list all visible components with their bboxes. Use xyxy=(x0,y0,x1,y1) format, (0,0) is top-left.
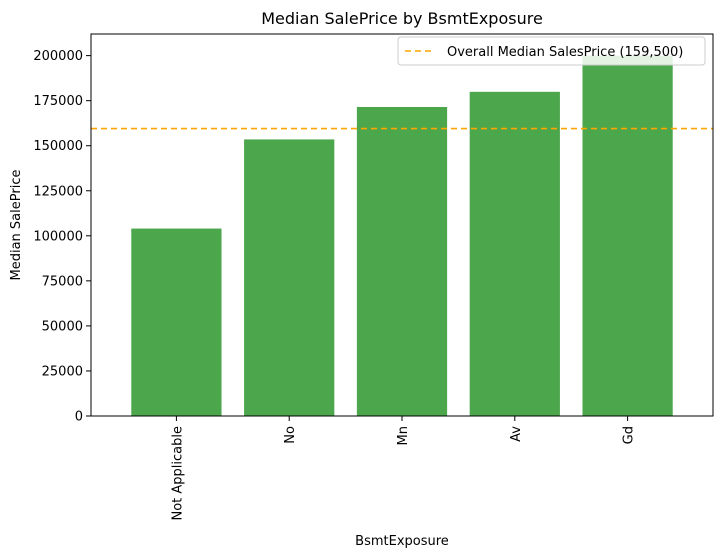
x-axis-label: BsmtExposure xyxy=(355,534,449,549)
bar-not-applicable xyxy=(131,228,222,416)
y-tick-label: 150000 xyxy=(33,139,83,154)
y-tick-label: 0 xyxy=(75,410,83,425)
y-tick-label: 75000 xyxy=(42,274,83,289)
y-tick-label: 175000 xyxy=(33,94,83,109)
y-tick-label: 50000 xyxy=(42,319,83,334)
x-tick-label: Not Applicable xyxy=(170,426,185,521)
y-axis-label: Median SalePrice xyxy=(9,170,24,281)
legend: Overall Median SalesPrice (159,500) xyxy=(397,36,706,66)
y-tick-label: 200000 xyxy=(33,49,83,64)
plot-area xyxy=(90,33,714,417)
x-tick-label: Av xyxy=(509,426,524,442)
x-tick-label: Mn xyxy=(396,426,411,445)
legend-entry: Overall Median SalesPrice (159,500) xyxy=(447,45,683,60)
bar-mn xyxy=(356,106,448,417)
x-tick-label: Gd xyxy=(622,426,637,444)
y-tick-label: 25000 xyxy=(42,364,83,379)
x-tick-label: No xyxy=(283,426,298,444)
y-tick-label: 125000 xyxy=(33,184,83,199)
chart-title: Median SalePrice by BsmtExposure xyxy=(261,9,543,28)
bar-no xyxy=(244,139,335,416)
bar-av xyxy=(469,91,560,416)
bar-gd xyxy=(582,55,673,416)
y-tick-label: 100000 xyxy=(33,229,83,244)
